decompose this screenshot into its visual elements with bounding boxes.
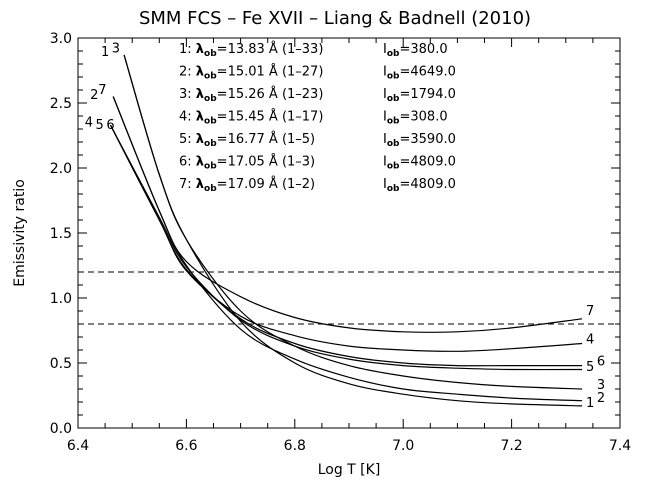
x-tick-label: 7.0 (392, 438, 414, 454)
x-tick-label: 7.2 (500, 438, 522, 454)
legend-entry-6: 6: λob=17.05 Å (1–3) Iob=4809.0 (179, 154, 456, 172)
legend-lambda-symbol: λ (196, 155, 204, 170)
curve-end-label: 2 (597, 391, 605, 406)
legend-intensity-value: =4809.0 (399, 177, 455, 192)
legend-index: 6: (179, 155, 196, 170)
legend-lambda-symbol: λ (196, 132, 204, 147)
legend: 1: λob=13.83 Å (1–33) Iob=380.02: λob=15.… (179, 41, 456, 194)
curve-end-label: 1 (586, 396, 594, 411)
x-tick-label: 6.4 (67, 438, 89, 454)
legend-entry-5: 5: λob=16.77 Å (1–5) Iob=3590.0 (179, 131, 456, 149)
y-tick-label: 1.0 (50, 291, 72, 307)
legend-entry-3: 3: λob=15.26 Å (1–23) Iob=1794.0 (179, 86, 456, 104)
series-line-6 (109, 124, 583, 367)
legend-index: 1: (179, 42, 196, 57)
y-tick-label: 0.5 (50, 356, 72, 372)
chart-title: SMM FCS – Fe XVII – Liang & Badnell (201… (139, 8, 531, 29)
legend-intensity-subscript: ob (387, 49, 400, 59)
y-tick-label: 3.0 (50, 31, 72, 47)
legend-wavelength: =15.45 Å (1–17) (217, 109, 324, 125)
y-tick-label: 0.0 (50, 421, 72, 437)
legend-intensity-subscript: ob (387, 139, 400, 149)
legend-intensity-symbol: I (383, 65, 387, 80)
legend-entry-1: 1: λob=13.83 Å (1–33) Iob=380.0 (179, 41, 448, 59)
legend-wavelength: =17.05 Å (1–3) (217, 154, 315, 170)
legend-intensity-value: =3590.0 (399, 132, 455, 147)
legend-index: 4: (179, 110, 196, 125)
legend-intensity-symbol: I (383, 110, 387, 125)
legend-intensity-subscript: ob (387, 94, 400, 104)
legend-wavelength: =15.01 Å (1–27) (217, 64, 324, 80)
curve-start-label: 3 (112, 41, 120, 56)
legend-lambda-subscript: ob (204, 72, 217, 82)
legend-lambda-symbol: λ (196, 110, 204, 125)
curve-start-label: 4 (85, 115, 93, 130)
legend-lambda-symbol: λ (196, 42, 204, 57)
legend-intensity-subscript: ob (387, 117, 400, 127)
legend-intensity-subscript: ob (387, 72, 400, 82)
reference-lines (78, 271, 620, 325)
legend-lambda-subscript: ob (204, 184, 217, 194)
axis-ticks (77, 37, 621, 429)
curve-end-label: 4 (586, 333, 594, 348)
curve-start-label: 1 (101, 45, 109, 60)
legend-intensity-value: =1794.0 (399, 87, 455, 102)
curve-end-label: 6 (597, 355, 605, 370)
curve-end-label: 7 (586, 304, 594, 319)
legend-intensity-value: =308.0 (399, 110, 447, 125)
legend-intensity-value: =4809.0 (399, 155, 455, 170)
x-tick-label: 6.6 (175, 438, 197, 454)
y-axis-label: Emissivity ratio (12, 179, 28, 287)
legend-lambda-subscript: ob (204, 117, 217, 127)
legend-intensity-value: =4649.0 (399, 65, 455, 80)
y-tick-label: 1.5 (50, 226, 72, 242)
y-tick-labels: 0.0 0.5 1.0 1.5 2.0 2.5 3.0 (50, 31, 72, 437)
series-line-3 (123, 54, 583, 390)
legend-lambda-symbol: λ (196, 65, 204, 80)
x-tick-label: 7.4 (609, 438, 631, 454)
curve-end-label: 3 (597, 378, 605, 393)
y-tick-label: 2.5 (50, 96, 72, 112)
curve-start-label: 2 (90, 88, 98, 103)
legend-index: 7: (179, 177, 196, 192)
series-curves (109, 54, 583, 407)
legend-lambda-symbol: λ (196, 177, 204, 192)
legend-lambda-subscript: ob (204, 162, 217, 172)
legend-intensity-symbol: I (383, 155, 387, 170)
legend-intensity-symbol: I (383, 87, 387, 102)
legend-intensity-value: =380.0 (399, 42, 447, 57)
legend-entry-4: 4: λob=15.45 Å (1–17) Iob=308.0 (179, 109, 448, 127)
curve-end-label: 5 (586, 360, 594, 375)
legend-lambda-subscript: ob (204, 94, 217, 104)
x-axis-label: Log T [K] (318, 462, 381, 478)
legend-wavelength: =13.83 Å (1–33) (217, 41, 324, 57)
legend-intensity-symbol: I (383, 177, 387, 192)
legend-index: 2: (179, 65, 196, 80)
legend-wavelength: =17.09 Å (1–2) (217, 176, 315, 192)
legend-intensity-subscript: ob (387, 162, 400, 172)
legend-entry-2: 2: λob=15.01 Å (1–27) Iob=4649.0 (179, 64, 456, 82)
legend-lambda-subscript: ob (204, 139, 217, 149)
legend-index: 5: (179, 132, 196, 147)
legend-wavelength: =15.26 Å (1–23) (217, 86, 324, 102)
legend-index: 3: (179, 87, 196, 102)
legend-lambda-subscript: ob (204, 49, 217, 59)
legend-intensity-symbol: I (383, 132, 387, 147)
curve-start-label: 6 (106, 118, 114, 133)
legend-intensity-subscript: ob (387, 184, 400, 194)
series-line-5 (109, 124, 583, 371)
y-tick-label: 2.0 (50, 161, 72, 177)
legend-intensity-symbol: I (383, 42, 387, 57)
x-tick-labels: 6.4 6.6 6.8 7.0 7.2 7.4 (67, 438, 631, 454)
series-line-1 (123, 54, 583, 407)
curve-start-label: 7 (98, 83, 106, 98)
legend-entry-7: 7: λob=17.09 Å (1–2) Iob=4809.0 (179, 176, 456, 194)
legend-wavelength: =16.77 Å (1–5) (217, 131, 315, 147)
x-tick-label: 6.8 (284, 438, 306, 454)
legend-lambda-symbol: λ (196, 87, 204, 102)
curve-start-label: 5 (96, 118, 104, 133)
series-line-7 (112, 96, 583, 333)
